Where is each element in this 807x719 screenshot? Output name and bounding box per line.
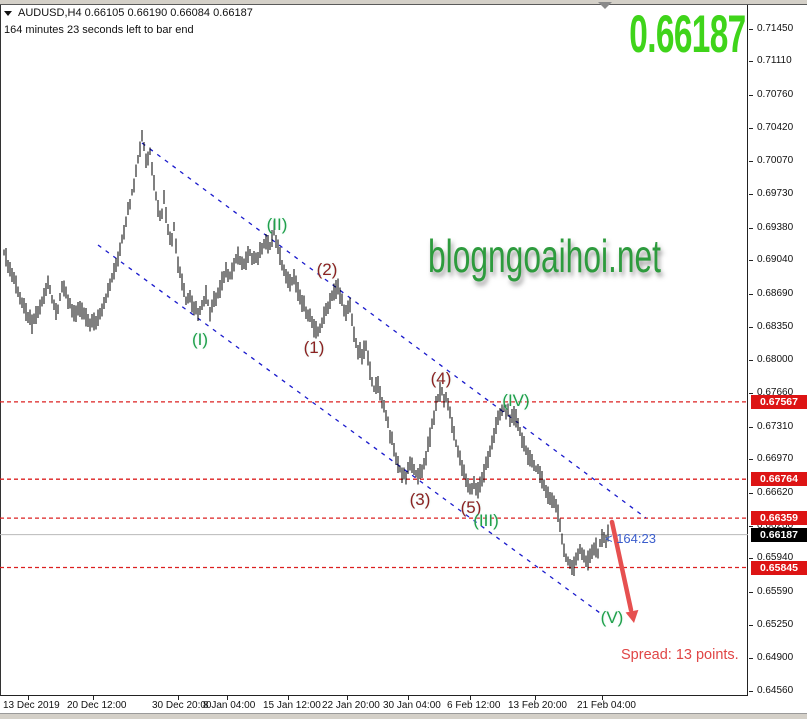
price-tick-mark: [749, 293, 753, 295]
price-tick-mark: [749, 459, 753, 461]
watermark: blogngoaihoi.net: [428, 230, 661, 282]
date-tick-mark: [178, 696, 179, 700]
date-tick-label: 8 Jan 04:00: [203, 700, 256, 711]
price-bars: [3, 129, 609, 577]
date-tick-mark: [28, 696, 29, 700]
price-tick-label: 0.66970: [757, 453, 794, 465]
price-tick-mark: [749, 558, 753, 560]
price-tick-mark: [749, 193, 753, 195]
price-tick-label: 0.68350: [757, 320, 794, 332]
trend-channel-upper: [141, 142, 647, 519]
price-tick-label: 0.68000: [757, 354, 794, 366]
price-tick-label: 0.69730: [757, 187, 794, 199]
price-level-tag: 0.66359: [751, 511, 807, 526]
symbol-ohlc-text: AUDUSD,H4 0.66105 0.66190 0.66084 0.6618…: [18, 7, 253, 19]
price-tick-mark: [749, 260, 753, 262]
price-tick-label: 0.64560: [757, 685, 794, 697]
price-level-tag: 0.66764: [751, 472, 807, 487]
wave-label: (3): [409, 490, 431, 509]
date-tick-label: 30 Dec 20:00: [152, 700, 212, 711]
date-tick-label: 30 Jan 04:00: [383, 700, 441, 711]
date-tick-label: 13 Feb 20:00: [508, 700, 567, 711]
price-tick-label: 0.70760: [757, 88, 794, 100]
price-tick-mark: [749, 161, 753, 163]
price-tick-label: 0.70070: [757, 155, 794, 167]
wave-label: (5): [460, 498, 482, 517]
price-tick-mark: [749, 691, 753, 693]
price-tick-label: 0.67310: [757, 420, 794, 432]
price-tick-mark: [749, 127, 753, 129]
date-tick-mark: [347, 696, 348, 700]
date-tick-mark: [535, 696, 536, 700]
price-tick-mark: [749, 525, 753, 527]
price-tick-mark: [749, 28, 753, 30]
date-tick-mark: [602, 696, 603, 700]
price-tick-mark: [749, 592, 753, 594]
price-tick-label: 0.69040: [757, 254, 794, 266]
bar-countdown-header: 164 minutes 23 seconds left to bar end: [4, 24, 194, 36]
price-tick-mark: [749, 493, 753, 494]
wave-label: (2): [316, 260, 338, 279]
price-tick-mark: [749, 393, 753, 394]
price-tick-label: 0.66280: [757, 519, 794, 531]
window-bottom-edge: [0, 713, 807, 719]
window-top-edge: [0, 0, 807, 5]
wave-label: (IV): [502, 391, 530, 410]
forecast-arrow-head: [625, 609, 639, 623]
price-level-tag: 0.67567: [751, 394, 807, 409]
price-tick-mark: [749, 61, 753, 63]
price-level-tag: 0.65845: [751, 560, 807, 575]
wave-label: (I): [191, 330, 209, 349]
date-tick-label: 21 Feb 04:00: [577, 700, 636, 711]
price-tick-mark: [749, 227, 753, 229]
date-tick-label: 13 Dec 2019: [3, 700, 60, 711]
date-tick-mark: [408, 696, 409, 700]
candle-countdown-label: < 164:23: [605, 531, 656, 546]
date-tick-mark: [288, 696, 289, 700]
price-tick-mark: [749, 326, 753, 328]
price-tick-label: 0.69380: [757, 221, 794, 233]
date-tick-label: 15 Jan 12:00: [263, 700, 321, 711]
symbol-dropdown-icon[interactable]: [4, 10, 12, 16]
price-tick-label: 0.70420: [757, 121, 794, 133]
chart-shift-marker-icon[interactable]: [598, 2, 612, 9]
chart-area[interactable]: [0, 5, 748, 696]
price-tick-label: 0.71450: [757, 22, 794, 34]
price-tick-label: 0.64900: [757, 652, 794, 664]
date-tick-mark: [93, 696, 94, 700]
wave-label: (1): [303, 338, 325, 357]
price-tick-mark: [749, 94, 753, 96]
price-tick-label: 0.71110: [757, 55, 792, 67]
price-tick-mark: [749, 624, 753, 626]
price-tick-label: 0.68690: [757, 287, 794, 299]
price-tick-mark: [749, 360, 753, 362]
date-tick-label: 20 Dec 12:00: [67, 700, 127, 711]
date-tick-mark: [470, 696, 471, 700]
big-bid-price: 0.66187: [629, 5, 747, 64]
price-tick-label: 0.65940: [757, 552, 794, 564]
price-tick-label: 0.67660: [757, 387, 794, 398]
forecast-arrow: [609, 519, 634, 613]
price-tick-label: 0.66620: [757, 487, 794, 498]
spread-label: Spread: 13 points.: [621, 647, 739, 663]
trend-channel-lower: [97, 244, 601, 614]
wave-label: (II): [266, 215, 288, 234]
wave-label: (III): [473, 511, 499, 530]
date-tick-label: 6 Feb 12:00: [447, 700, 501, 711]
date-tick-mark: [227, 696, 228, 700]
wave-label: (V): [600, 608, 624, 627]
date-tick-label: 22 Jan 20:00: [322, 700, 380, 711]
symbol-ohlc-header: AUDUSD,H4 0.66105 0.66190 0.66084 0.6618…: [4, 7, 253, 19]
wave-label: (4): [430, 369, 452, 388]
price-tick-mark: [749, 426, 753, 428]
price-tick-mark: [749, 658, 753, 660]
current-price-tag: 0.66187: [751, 527, 807, 542]
price-tick-label: 0.65250: [757, 618, 794, 630]
price-tick-label: 0.65590: [757, 586, 794, 598]
